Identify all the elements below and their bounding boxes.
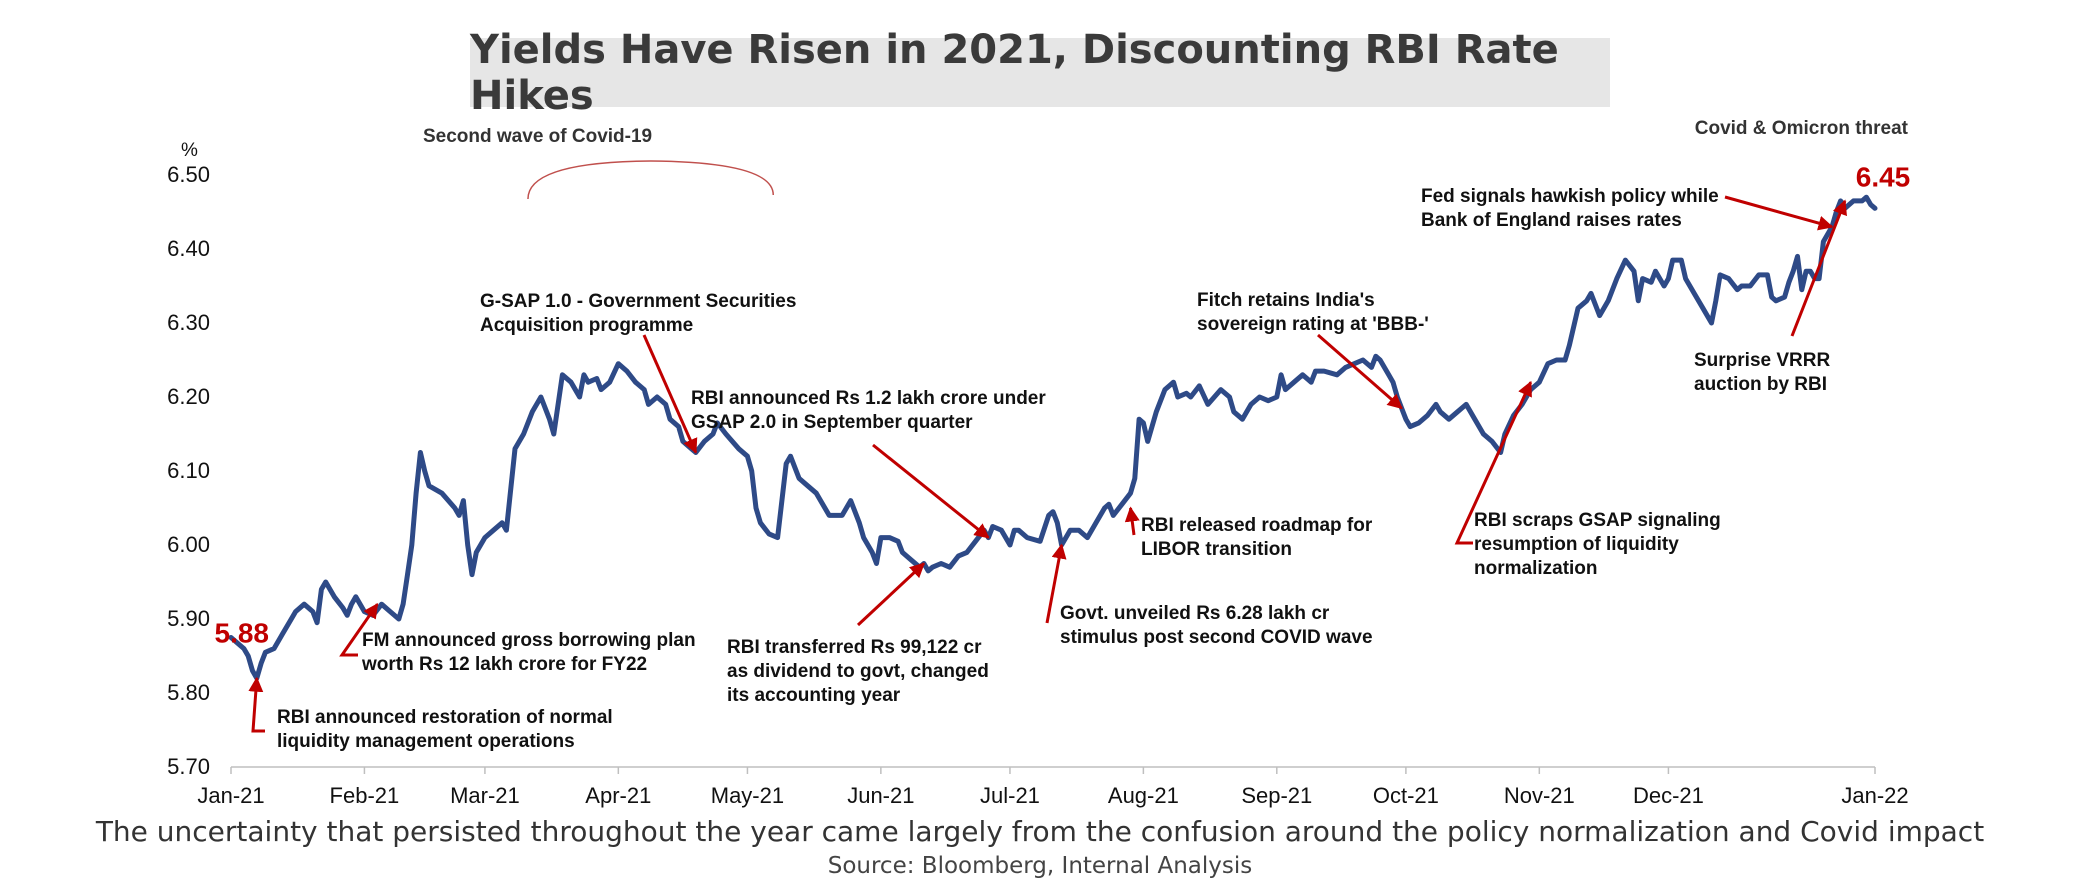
annotation-text: RBI transferred Rs 99,122 cr as dividend … [727,637,989,706]
annotation-text: Fed signals hawkish policy while Bank of … [1421,186,1719,231]
y-tick-label: 6.20 [167,384,210,409]
annotation-arrow [1790,199,1847,337]
x-tick-label: Dec-21 [1633,783,1704,808]
annotation-arrow [856,562,925,627]
annotation-text: RBI announced restoration of normal liqui… [277,707,613,752]
x-tick-label: Jan-22 [1841,783,1908,808]
annotation-text: G-SAP 1.0 - Government Securities Acquisi… [480,291,796,336]
y-tick-label: 6.00 [167,532,210,557]
annotation-text: RBI released roadmap for LIBOR transition [1141,515,1373,560]
x-tick-label: May-21 [711,783,784,808]
y-tick-label: 6.50 [167,162,210,187]
annotation-arrow [339,602,379,657]
y-axis-unit-label: % [181,140,198,161]
annotation-arrow [1124,506,1140,536]
period-label: Second wave of Covid-19 [423,126,652,147]
x-tick-label: Sep-21 [1241,783,1312,808]
y-tick-label: 5.70 [167,754,210,779]
y-tick-label: 5.80 [167,680,210,705]
y-tick-label: 6.30 [167,310,210,335]
x-tick-label: Feb-21 [330,783,400,808]
y-tick-label: 6.10 [167,458,210,483]
chart-title-box: Yields Have Risen in 2021, Discounting R… [470,27,1610,119]
x-tick-label: Apr-21 [585,783,651,808]
annotation-arrow [872,443,990,539]
annotation-text: Surprise VRRR auction by RBI [1694,350,1830,395]
x-tick-label: Jul-21 [980,783,1040,808]
series-line [228,194,1878,681]
annotation-arrow [1317,333,1403,410]
chart-title: Yields Have Risen in 2021, Discounting R… [470,26,1559,119]
annotation-text: Govt. unveiled Rs 6.28 lakh cr stimulus p… [1060,603,1373,648]
x-tick-label: Oct-21 [1373,783,1439,808]
chart-caption: The uncertainty that persisted throughou… [95,815,1985,848]
second-wave-bracket [527,160,775,200]
annotation-arrow [248,676,265,733]
series-line-halo [226,192,1880,683]
chart-source: Source: Bloomberg, Internal Analysis [827,853,1253,879]
annotation-text: RBI scraps GSAP signaling resumption of l… [1474,510,1721,579]
x-tick-label: Jun-21 [847,783,914,808]
annotation-arrow [1724,195,1834,231]
value-label: 5.88 [215,618,270,649]
x-tick-label: Aug-21 [1108,783,1179,808]
annotation-arrow [642,334,698,454]
annotation-arrow [1454,380,1533,545]
annotation-text: Fitch retains India's sovereign rating at… [1197,290,1429,335]
annotation-text: RBI announced Rs 1.2 lakh crore under GSA… [691,388,1046,433]
x-tick-label: Nov-21 [1504,783,1575,808]
period-label: Covid & Omicron threat [1695,118,1909,139]
y-tick-label: 5.90 [167,606,210,631]
annotation-arrow [1045,543,1067,624]
y-tick-label: 6.40 [167,236,210,261]
x-tick-label: Mar-21 [450,783,520,808]
annotation-text: FM announced gross borrowing plan worth R… [361,630,696,675]
value-label: 6.45 [1856,161,1911,192]
x-tick-label: Jan-21 [197,783,264,808]
